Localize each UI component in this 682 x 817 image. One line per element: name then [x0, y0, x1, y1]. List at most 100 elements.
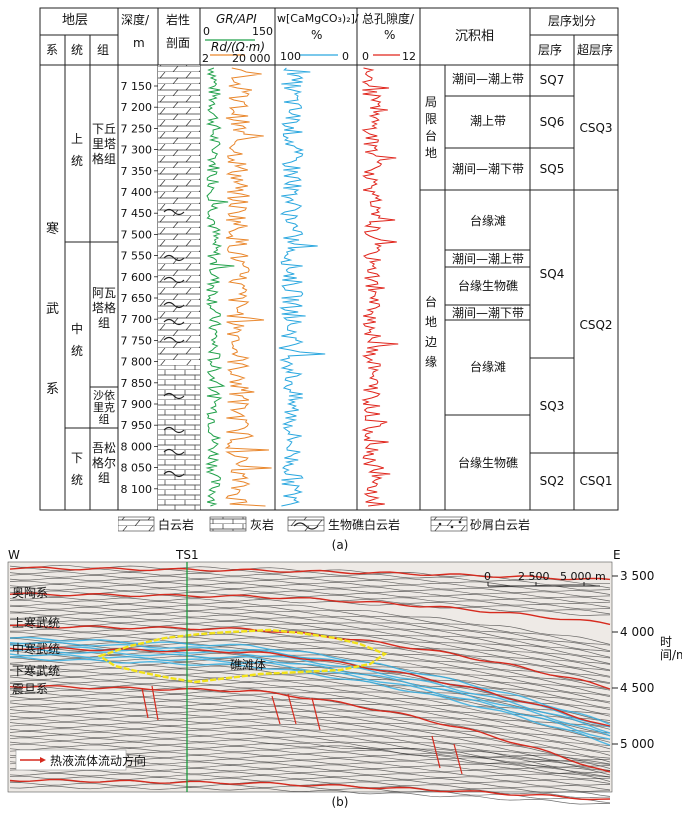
table-frame	[39, 7, 619, 511]
seismic-reflector	[9, 747, 611, 767]
seismic-reflector	[9, 715, 611, 759]
depth-tick-label: 7 350	[121, 165, 153, 178]
reef-symbol	[163, 208, 185, 216]
super-sequence-csq2: CSQ2	[579, 318, 613, 332]
horizon-sinian: 震旦系	[12, 682, 49, 696]
header-stratum: 地层	[62, 13, 89, 28]
formation-1: 下丘里塔格组	[91, 122, 116, 166]
flow-arrow	[271, 695, 281, 725]
seismic-reflector	[9, 785, 611, 805]
seismic-reflector	[9, 577, 611, 597]
depth-tick-label: 7 700	[121, 313, 153, 326]
reef-symbol	[163, 426, 185, 434]
flow-arrow	[287, 693, 297, 725]
seismic-reflector	[9, 574, 611, 595]
sequence-sq5: SQ5	[539, 162, 565, 176]
legend-grain-dolomite: 砂屑白云岩	[470, 518, 531, 532]
sequence-sq4: SQ4	[539, 267, 565, 281]
seismic-reflector	[9, 679, 611, 724]
seismic-reflector	[9, 676, 611, 721]
depth-tick-label: 7 750	[121, 334, 153, 347]
flow-arrow	[453, 743, 463, 775]
flow-arrow	[151, 685, 159, 721]
seismic-reflector	[9, 772, 611, 792]
seismic-reflector	[9, 728, 611, 771]
depth-tick-label: 7 500	[121, 228, 153, 241]
scale-2500: 2 500	[518, 570, 550, 583]
figure-b: W E TS1 0 2 500 5 000 m 3 500 4 000 4 50…	[0, 548, 682, 813]
series-middle: 中统	[71, 322, 84, 358]
depth-tick-label: 7 150	[121, 80, 153, 93]
depth-tick-label: 8 100	[121, 483, 153, 496]
sequence-sq2: SQ2	[539, 474, 565, 488]
horizon-middle-cambrian: 中寒武统	[12, 642, 61, 656]
depth-tick-label: 7 300	[121, 144, 153, 157]
header-lith-1: 岩性	[166, 13, 191, 27]
reef-symbol	[163, 318, 185, 326]
seismic-reflector	[9, 709, 611, 753]
facies-4: 台缘滩	[469, 214, 506, 228]
header-formation: 组	[97, 43, 110, 57]
header-gr: GR/API	[216, 12, 257, 26]
header-depth-unit: m	[133, 36, 145, 50]
seismic-reflector	[9, 670, 611, 715]
figure-a: 7 150 7 200 7 250 7 300 7 350 7 400 7 450 7 500…	[39, 7, 619, 552]
horizon-upper-cambrian: 上寒武统	[12, 616, 61, 630]
facies-3: 潮间—潮下带	[451, 162, 524, 176]
header-system: 系	[46, 43, 59, 57]
caption-a: (a)	[331, 538, 349, 552]
caption-b: (b)	[331, 795, 349, 809]
seismic-reflector	[9, 609, 611, 652]
seismic-reflector	[9, 737, 611, 782]
seismic-reflector	[9, 567, 611, 589]
header-seq-div: 层序划分	[548, 14, 597, 28]
red-horizon	[9, 566, 611, 581]
legend-limestone: 灰岩	[250, 518, 275, 532]
time-tick-4000: 4 000	[620, 625, 655, 639]
faults-flow-arrows	[141, 685, 463, 775]
depth-tick-label: 7 250	[121, 122, 153, 135]
time-tick-3500: 3 500	[620, 569, 655, 583]
depth-tick-label: 7 550	[121, 250, 153, 263]
sequence-sq6: SQ6	[539, 115, 565, 129]
reef-symbol	[163, 254, 185, 262]
seismic-reflector	[9, 724, 611, 769]
horizon-lower-cambrian: 下寒武统	[12, 664, 61, 678]
gr-max: 150	[252, 25, 273, 38]
seismic-reflector	[9, 696, 611, 740]
seismic-reflector	[9, 638, 611, 684]
flow-arrow	[311, 697, 321, 731]
seismic-reflector	[9, 657, 611, 703]
header-depth: 深度/	[121, 13, 150, 27]
sequence-sq7: SQ7	[539, 73, 565, 87]
rd-min: 2	[202, 52, 209, 65]
stratigraphic-column-svg: 7 150 7 200 7 250 7 300 7 350 7 400 7 450 7 500…	[39, 7, 619, 511]
reef-symbol	[163, 448, 185, 456]
time-tick-5000: 5 000	[620, 737, 655, 751]
seismic-reflector	[9, 731, 611, 776]
red-horizon	[9, 684, 611, 773]
seismic-reflector	[10, 619, 611, 664]
well-ts1-label: TS1	[176, 548, 199, 562]
seismic-reflector	[9, 580, 611, 602]
header-facies: 沉积相	[455, 29, 495, 44]
super-sequence-csq3: CSQ3	[579, 121, 613, 135]
w-min: 100	[280, 50, 301, 63]
depth-tick-label: 7 200	[121, 101, 153, 114]
seismic-reflector	[9, 590, 611, 610]
facies-1: 潮间—潮上带	[451, 72, 524, 86]
rd-log-curve	[224, 67, 272, 507]
facies-7: 潮间—潮下带	[451, 306, 524, 320]
seismic-reflector	[9, 740, 611, 761]
depth-tick-label: 7 950	[121, 419, 153, 432]
facies-9: 台缘生物礁	[457, 456, 518, 470]
seismic-reflector	[9, 689, 611, 734]
blue-reflector	[9, 636, 611, 726]
depth-tick-label: 7 850	[121, 377, 153, 390]
porosity-curve	[361, 67, 399, 507]
depth-tick-label: 7 650	[121, 292, 153, 305]
seismic-reflector	[9, 612, 611, 658]
flow-arrow	[431, 735, 441, 769]
reef-shoal-outline	[97, 628, 388, 684]
seismic-reflector	[9, 769, 611, 791]
